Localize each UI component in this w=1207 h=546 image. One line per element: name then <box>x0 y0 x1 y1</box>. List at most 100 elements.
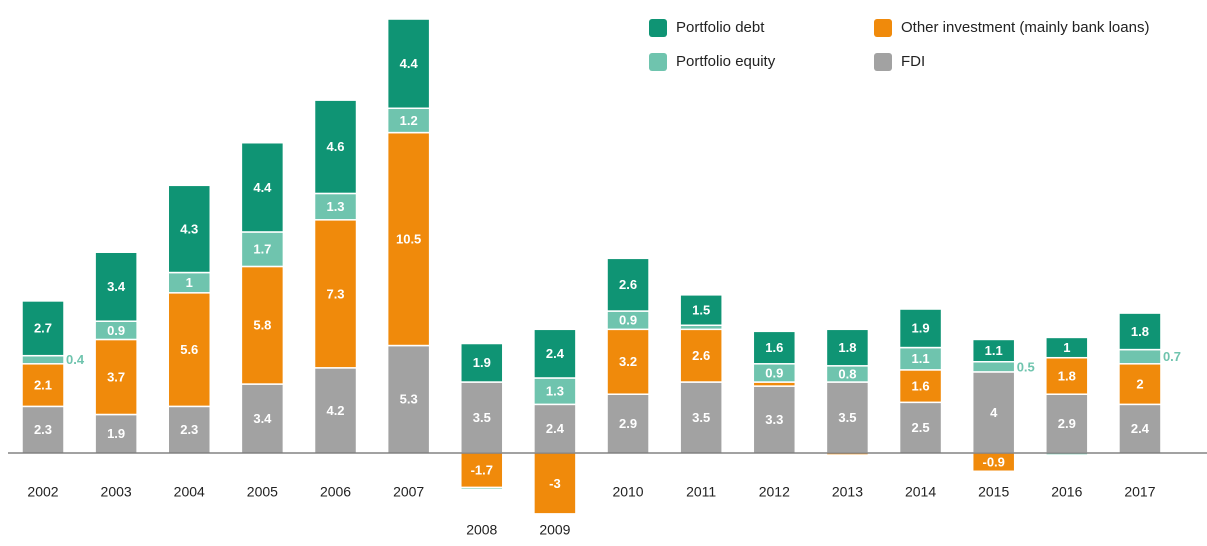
bar-segment <box>825 328 870 367</box>
data-label: 1.9 <box>912 321 930 336</box>
data-label: 1.8 <box>838 340 856 355</box>
bar-segment <box>606 328 650 395</box>
data-label: -1.7 <box>471 463 493 478</box>
data-label: 5.3 <box>400 392 418 407</box>
data-label: 7.3 <box>326 286 344 301</box>
bar-segment <box>898 401 943 454</box>
bar-segment <box>460 342 504 383</box>
bar-segment <box>21 300 65 357</box>
data-label: 2.4 <box>546 346 565 361</box>
bar-segment <box>606 257 650 312</box>
data-label: 2 <box>1136 377 1143 392</box>
data-label: 4.2 <box>326 403 344 418</box>
x-tick-label: 2010 <box>612 484 643 500</box>
bar-segment <box>460 452 504 489</box>
data-label: 2.3 <box>180 422 198 437</box>
data-label: 3.5 <box>838 410 856 425</box>
x-tick-label: 2007 <box>393 484 424 500</box>
bar-segment <box>94 413 138 454</box>
bar-segment <box>240 265 285 385</box>
data-label: 1.6 <box>912 379 930 394</box>
x-tick-label: 2005 <box>247 484 278 500</box>
legend-swatch <box>649 53 667 71</box>
data-label: 3.7 <box>107 369 125 384</box>
x-tick-label: 2012 <box>759 484 790 500</box>
legend-swatch <box>874 19 892 37</box>
x-tick-label: 2002 <box>27 484 58 500</box>
bar-segment <box>240 383 285 454</box>
data-label: 1 <box>186 275 193 290</box>
data-label: 5.6 <box>180 342 198 357</box>
data-label: 0.9 <box>619 313 637 328</box>
legend-label: FDI <box>901 53 925 70</box>
bar-segment <box>386 18 431 110</box>
data-label: 1.2 <box>400 113 418 128</box>
bar-segment <box>460 381 504 454</box>
bar-segment <box>313 192 358 221</box>
bar-segment <box>94 251 138 322</box>
data-label: 2.4 <box>1131 421 1150 436</box>
bar-segment <box>386 131 431 347</box>
bar-segment <box>1045 356 1089 395</box>
bar-segment <box>752 330 797 365</box>
data-label: 4.4 <box>253 180 272 195</box>
data-label: 5.8 <box>253 318 271 333</box>
bar-segment <box>313 99 358 195</box>
bar-segment <box>1118 312 1162 351</box>
data-label: 1 <box>1063 340 1070 355</box>
data-label: 4 <box>990 405 998 420</box>
bar-segment <box>460 486 504 491</box>
data-label: 3.5 <box>473 410 491 425</box>
x-tick-label: 2013 <box>832 484 863 500</box>
legend-label: Portfolio debt <box>676 19 765 36</box>
x-tick-label: 2009 <box>539 522 570 538</box>
bar-segment <box>167 292 212 408</box>
bar-segment <box>313 367 358 454</box>
data-label: 4.4 <box>400 56 419 71</box>
x-tick-label: 2011 <box>686 484 716 500</box>
bar-segment <box>1045 336 1089 359</box>
legend-swatch <box>649 19 667 37</box>
data-label: 1.9 <box>473 355 491 370</box>
data-label: 2.3 <box>34 422 52 437</box>
data-label: 1.8 <box>1058 368 1076 383</box>
x-tick-label: 2017 <box>1124 484 1155 500</box>
legend-swatch <box>874 53 892 71</box>
bar-segment <box>167 184 212 274</box>
bar-segment <box>533 403 577 454</box>
bar-segment <box>752 385 797 454</box>
x-tick-label: 2014 <box>905 484 936 500</box>
data-label: 2.9 <box>1058 416 1076 431</box>
data-label: 3.3 <box>765 412 783 427</box>
bar-segment <box>313 219 358 369</box>
legend-label: Other investment (mainly bank loans) <box>901 19 1149 36</box>
data-label: 0.7 <box>1163 349 1181 364</box>
x-tick-label: 2003 <box>101 484 132 500</box>
data-label: 3.5 <box>692 410 710 425</box>
bar-segment <box>533 452 577 515</box>
data-label: 1.3 <box>546 384 564 399</box>
data-label: 1.3 <box>326 199 344 214</box>
data-label: 2.5 <box>912 420 930 435</box>
data-label: 1.9 <box>107 426 125 441</box>
data-label: 0.8 <box>838 366 856 381</box>
data-label: 0.9 <box>765 365 783 380</box>
data-label: 1.5 <box>692 302 710 317</box>
data-label: -0.9 <box>982 455 1004 470</box>
data-label: 1.7 <box>253 242 271 257</box>
bar-segment <box>898 308 943 349</box>
data-label: 1.1 <box>912 351 930 366</box>
bar-segment <box>533 328 577 379</box>
data-label: 1.8 <box>1131 324 1149 339</box>
bar-segment <box>94 338 138 416</box>
bar-segment <box>21 363 65 408</box>
data-label: 2.6 <box>619 277 637 292</box>
x-tick-label: 2015 <box>978 484 1009 500</box>
x-tick-label: 2006 <box>320 484 351 500</box>
data-label: 4.6 <box>326 139 344 154</box>
bar-segment <box>679 328 723 383</box>
data-label: 2.6 <box>692 348 710 363</box>
bar-segment <box>167 405 212 454</box>
bar-segment <box>240 141 285 233</box>
